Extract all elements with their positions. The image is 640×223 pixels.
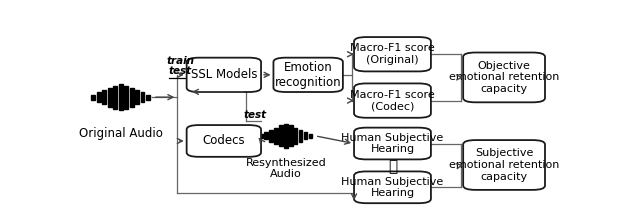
Bar — [279, 126, 283, 146]
Bar — [97, 93, 101, 102]
FancyBboxPatch shape — [354, 128, 431, 159]
Text: train: train — [166, 56, 194, 66]
Bar — [309, 134, 312, 138]
Bar — [289, 126, 292, 146]
FancyBboxPatch shape — [354, 37, 431, 71]
Text: Emotion
recognition: Emotion recognition — [275, 61, 342, 89]
FancyBboxPatch shape — [273, 58, 343, 92]
Bar — [102, 90, 106, 104]
Text: Original Audio: Original Audio — [79, 127, 163, 140]
Bar — [146, 95, 150, 100]
FancyBboxPatch shape — [463, 140, 545, 190]
FancyBboxPatch shape — [187, 58, 261, 92]
Bar — [108, 88, 112, 107]
Text: Resynthesized
Audio: Resynthesized Audio — [246, 158, 326, 179]
Bar — [129, 88, 134, 107]
Bar — [118, 84, 123, 110]
Bar — [113, 86, 117, 109]
Text: Objective
emotional retention
capacity: Objective emotional retention capacity — [449, 61, 559, 94]
Text: Codecs: Codecs — [202, 134, 245, 147]
Bar — [259, 134, 263, 138]
Text: Macro-F1 score
(Original): Macro-F1 score (Original) — [350, 43, 435, 65]
Bar — [304, 132, 307, 139]
Bar — [264, 132, 268, 139]
Bar — [284, 124, 287, 148]
Text: Macro-F1 score
(Codec): Macro-F1 score (Codec) — [350, 90, 435, 112]
Bar — [269, 130, 273, 142]
Bar — [135, 90, 139, 104]
Bar — [294, 128, 298, 144]
Bar — [92, 95, 95, 100]
Text: SSL Models: SSL Models — [191, 68, 257, 81]
Text: Subjective
emotional retention
capacity: Subjective emotional retention capacity — [449, 148, 559, 182]
Text: 🎧: 🎧 — [388, 159, 397, 175]
Text: Human Subjective
Hearing: Human Subjective Hearing — [341, 177, 444, 198]
FancyBboxPatch shape — [354, 83, 431, 118]
FancyBboxPatch shape — [187, 125, 261, 157]
Bar — [124, 86, 128, 109]
Text: test: test — [168, 66, 192, 76]
Bar — [299, 130, 303, 142]
FancyBboxPatch shape — [354, 171, 431, 203]
Bar — [274, 128, 278, 144]
Text: Human Subjective
Hearing: Human Subjective Hearing — [341, 133, 444, 154]
Bar — [141, 93, 145, 102]
Text: test: test — [244, 110, 267, 120]
FancyBboxPatch shape — [463, 53, 545, 102]
